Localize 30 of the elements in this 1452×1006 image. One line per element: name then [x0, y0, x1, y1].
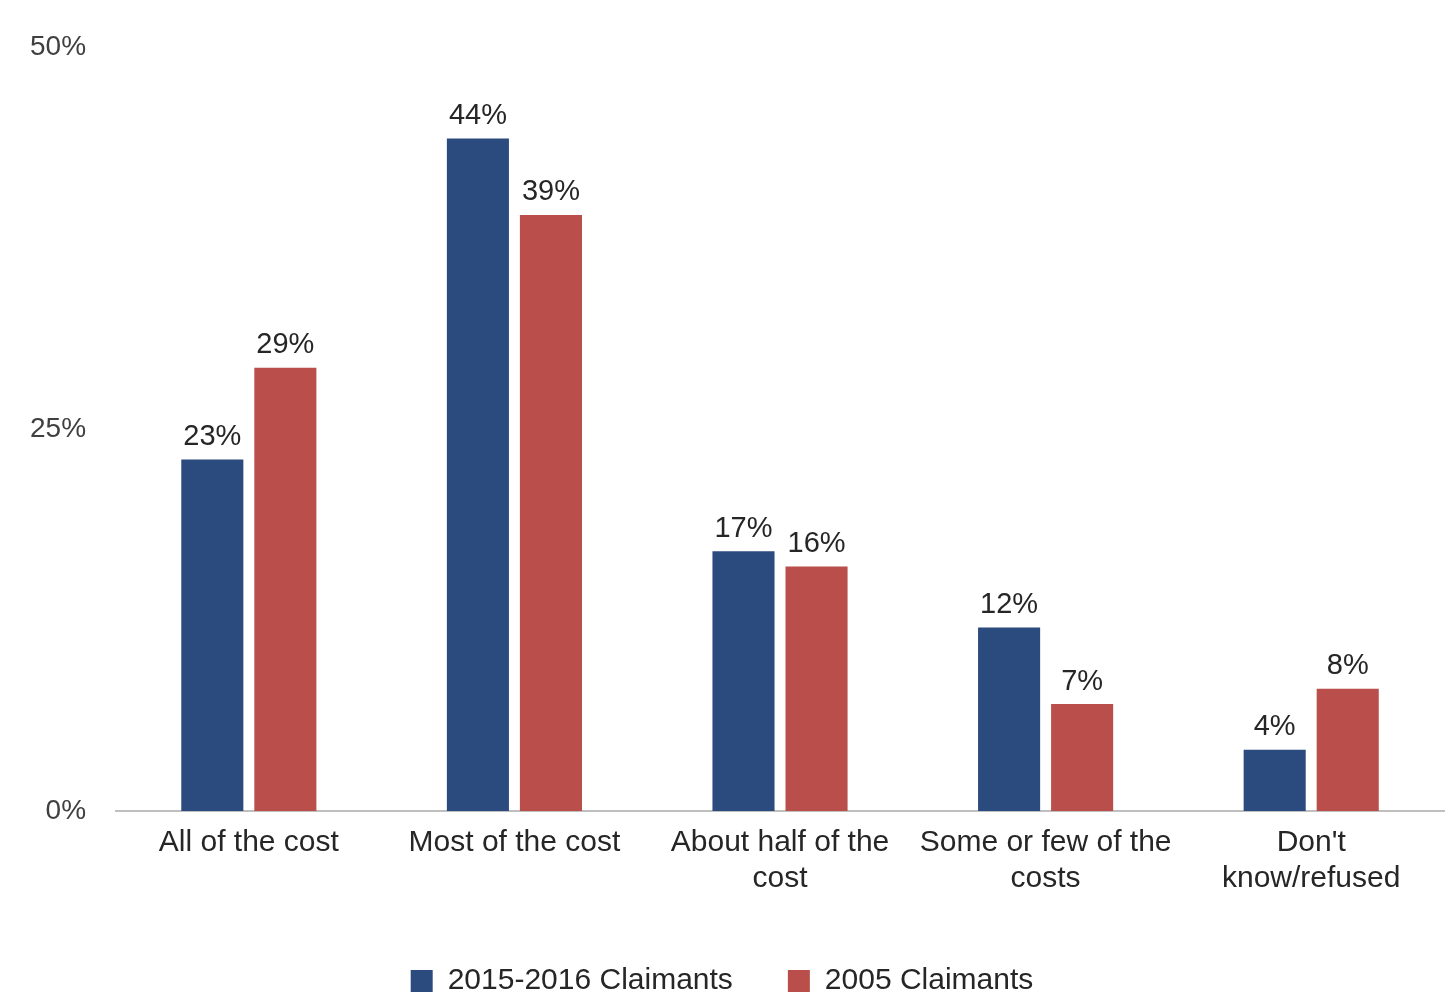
- data-label: 23%: [183, 418, 242, 451]
- bar: [712, 551, 775, 811]
- bar: [1051, 704, 1114, 811]
- y-tick-label: 50%: [29, 29, 87, 61]
- x-tick-label: All of the cost: [158, 824, 340, 858]
- x-tick-label: About half of the cost: [670, 824, 890, 894]
- data-label: 4%: [1253, 709, 1296, 742]
- bar: [519, 214, 582, 811]
- data-label: 12%: [980, 587, 1039, 620]
- data-label: 17%: [714, 510, 773, 543]
- bar: [181, 459, 244, 811]
- legend-label: 2015-2016 Claimants: [447, 962, 733, 996]
- bar: [446, 138, 509, 811]
- bar: [254, 367, 317, 811]
- bar: [978, 627, 1041, 811]
- legend-label: 2005 Claimants: [824, 962, 1034, 996]
- data-label: 29%: [256, 327, 315, 360]
- data-label: 39%: [521, 174, 580, 207]
- bar: [1243, 749, 1306, 811]
- data-label: 8%: [1326, 648, 1369, 681]
- data-label: 16%: [787, 525, 846, 558]
- y-tick-label: 25%: [29, 411, 87, 443]
- data-label: 44%: [448, 98, 507, 130]
- x-tick-label: Most of the cost: [408, 824, 621, 858]
- x-tick-label: Some or few of the costs: [919, 824, 1172, 894]
- data-label: 7%: [1061, 663, 1104, 696]
- x-tick-label: Don't know/refused: [1221, 824, 1401, 894]
- bar: [1316, 688, 1379, 811]
- y-tick-label: 0%: [45, 793, 87, 825]
- bar: [785, 566, 848, 811]
